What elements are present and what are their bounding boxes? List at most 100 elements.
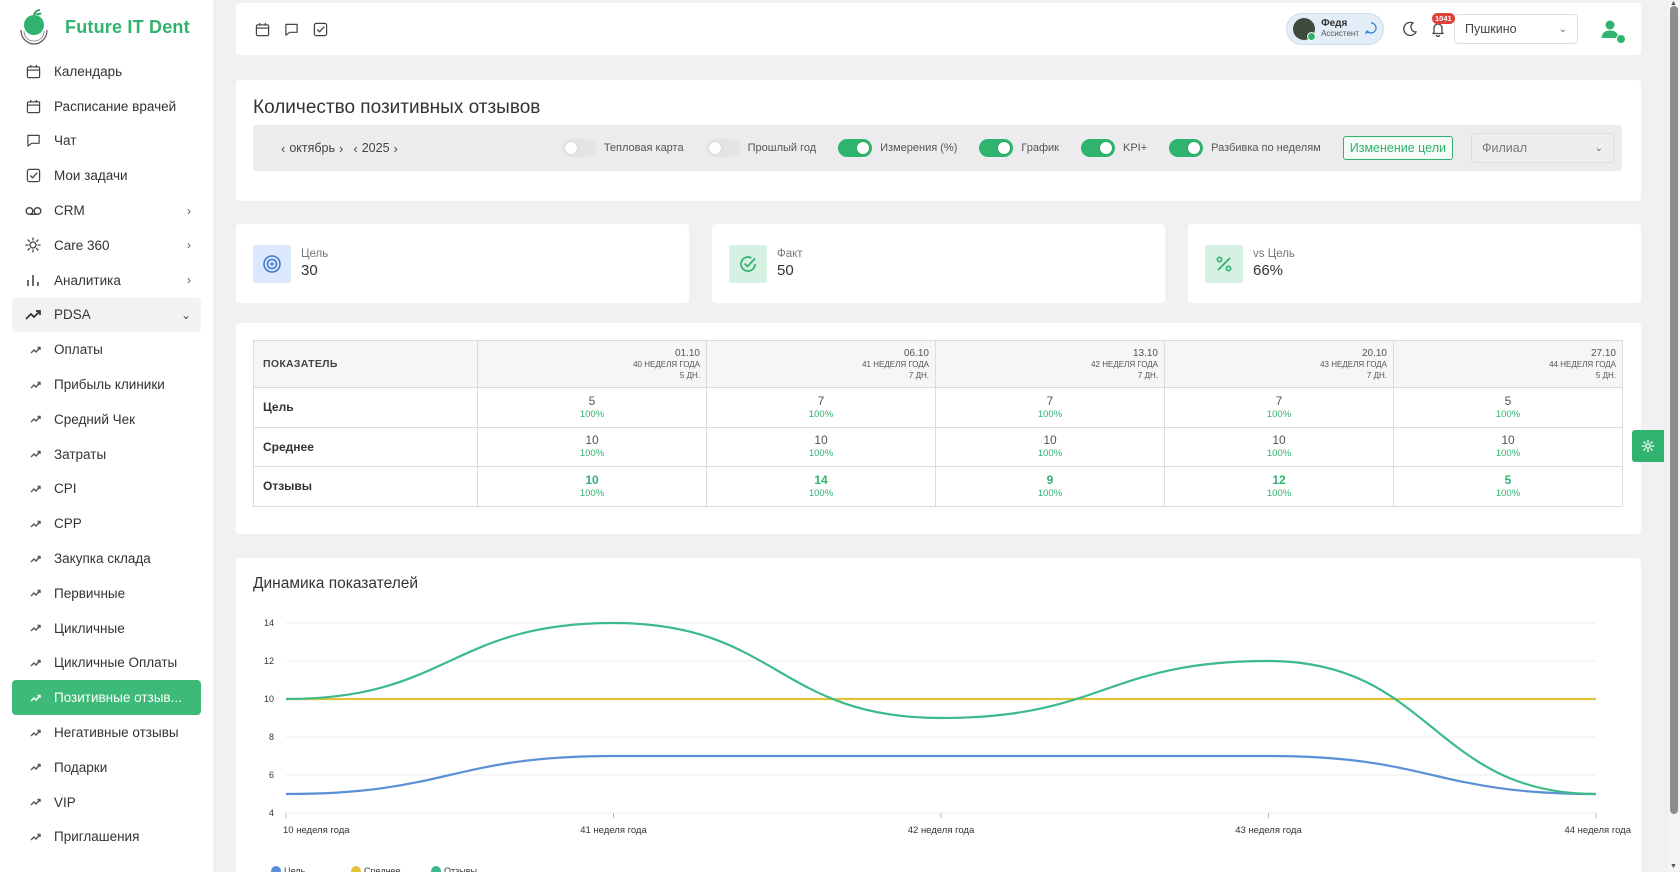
sidebar-subitem-7[interactable]: Первичные [0,576,213,611]
cell-value: 10 [1501,433,1515,448]
sidebar-subitem-9[interactable]: Цикличные Оплаты [0,646,213,681]
prev-month-button[interactable]: ‹ [281,140,286,156]
table-cell[interactable]: 5 100% [477,387,707,428]
task-check-icon[interactable] [311,20,329,38]
sidebar-subitem-label: Приглашения [54,829,140,845]
table-cell[interactable]: 5 100% [1393,387,1623,428]
scroll-down-icon[interactable]: ▼ [1670,863,1677,870]
toggle-1[interactable]: Прошлый год [705,139,816,157]
sidebar-subitem-3[interactable]: Затраты [0,437,213,472]
table-cell[interactable]: 10 100% [477,466,707,507]
sidebar-subitem-6[interactable]: Закупка склада [0,541,213,576]
sidebar-subitem-5[interactable]: CPP [0,506,213,541]
sidebar-item-0[interactable]: Календарь [0,54,213,89]
table-cell[interactable]: 9 100% [935,466,1165,507]
sidebar-subitem-8[interactable]: Цикличные [0,611,213,646]
header-date: 13.10 [1132,347,1158,359]
table-cell[interactable]: 7 100% [706,387,936,428]
sidebar-item-label: Мои задачи [54,168,128,184]
page-scrollbar[interactable]: ▲ ▼ [1668,0,1680,872]
toggle-0[interactable]: Тепловая карта [561,139,684,157]
moon-icon[interactable] [1400,19,1420,39]
toggle-2[interactable]: Измерения (%) [838,139,957,157]
toggle-switch[interactable] [705,139,740,157]
logo[interactable]: Future IT Dent [0,0,213,54]
table-cell[interactable]: 10 100% [935,426,1165,467]
sidebar-subitem-12[interactable]: Подарки [0,750,213,785]
next-month-button[interactable]: › [339,140,344,156]
sidebar-item-3[interactable]: Мои задачи [0,158,213,193]
trend-icon [28,833,42,841]
cell-percent: 100% [1037,408,1063,420]
sidebar-subitem-label: Прибыль клиники [54,377,165,393]
toggle-5[interactable]: Разбивка по неделям [1169,139,1321,157]
prev-year-button[interactable]: ‹ [353,140,358,156]
sidebar-item-label: Аналитика [54,272,121,288]
table-cell[interactable]: 12 100% [1164,466,1394,507]
sidebar-subitem-10[interactable]: Позитивные отзыв... [12,680,201,716]
header-days: 7 ДН. [908,370,929,380]
sidebar-subitem-1[interactable]: Прибыль клиники [0,367,213,402]
sidebar-subitem-4[interactable]: CPI [0,472,213,507]
cell-value: 9 [1046,472,1054,487]
next-year-button[interactable]: › [393,140,398,156]
line-chart: 4 6 8 10 12 14 10 неделя года 41 неделя года 42 … [264,618,1632,872]
bell-icon[interactable]: 1041 [1428,13,1455,39]
table-cell[interactable]: 10 100% [477,426,707,467]
header-week: 41 НЕДЕЛЯ ГОДА [862,359,929,369]
cell-value: 10 [585,472,599,487]
cell-value: 10 [1043,433,1057,448]
table-cell[interactable]: 10 100% [1393,426,1623,467]
scroll-up-icon[interactable]: ▲ [1670,0,1677,7]
sidebar-subitem-label: Подарки [54,759,108,775]
sidebar-item-2[interactable]: Чат [0,124,213,159]
toggle-3[interactable]: График [979,139,1059,157]
toggle-switch[interactable] [561,139,596,157]
sidebar-item-1[interactable]: Расписание врачей [0,89,213,124]
table-cell[interactable]: 7 100% [1164,387,1394,428]
calendar-icon [24,97,42,115]
user-chip[interactable]: Федя Ассистент [1286,13,1384,45]
sidebar-item-5[interactable]: Care 360 › [0,228,213,263]
table-cell[interactable]: 14 100% [706,466,936,507]
sidebar-item-label: PDSA [54,307,91,323]
trend-icon [28,659,42,667]
toggle-switch[interactable] [838,139,873,157]
table-cell[interactable]: 5 100% [1393,466,1623,507]
cell-value: 14 [814,472,828,487]
change-goal-button[interactable]: Изменение цели [1342,136,1453,160]
sidebar-item-6[interactable]: Аналитика › [0,263,213,298]
toggle-switch[interactable] [1080,139,1115,157]
table-cell[interactable]: 7 100% [935,387,1165,428]
header-days: 5 ДН. [679,370,700,380]
cell-value: 12 [1272,472,1286,487]
sidebar-item-4[interactable]: CRM › [0,193,213,228]
settings-gear-button[interactable] [1632,430,1664,462]
stat-label: Цель [301,248,329,260]
chat-icon[interactable] [282,20,300,38]
table-cell[interactable]: 10 100% [1164,426,1394,467]
x-tick-label: 42 неделя года [908,825,975,836]
filial-select[interactable]: Филиал ⌄ [1471,133,1614,163]
branch-select[interactable]: Пушкино ⌄ [1454,14,1578,44]
scroll-thumb[interactable] [1670,6,1678,814]
task-check-icon [24,167,42,185]
toggle-switch[interactable] [979,139,1014,157]
table-row: Цель 5 100% 7 100% 7 100% 7 100% 5 100% [253,387,1623,428]
sidebar-subitem-2[interactable]: Средний Чек [0,402,213,437]
profile-icon[interactable] [1594,13,1626,45]
header-date: 06.10 [903,347,929,359]
sidebar-subitem-13[interactable]: VIP [0,785,213,820]
sidebar-subitem-0[interactable]: Оплаты [0,332,213,367]
sidebar-item-7[interactable]: PDSA ⌄ [12,297,201,333]
table-cell[interactable]: 10 100% [706,426,936,467]
chevron-down-icon: ⌄ [1558,23,1567,35]
toggle-switch[interactable] [1169,139,1204,157]
calendar-icon[interactable] [253,20,271,38]
trend-icon [28,694,42,702]
toggle-4[interactable]: KPI+ [1080,139,1147,157]
message-icon[interactable] [1364,21,1377,37]
sidebar-subitem-14[interactable]: Приглашения [0,820,213,855]
header-week: 44 НЕДЕЛЯ ГОДА [1549,359,1616,369]
sidebar-subitem-11[interactable]: Негативные отзывы [0,715,213,750]
